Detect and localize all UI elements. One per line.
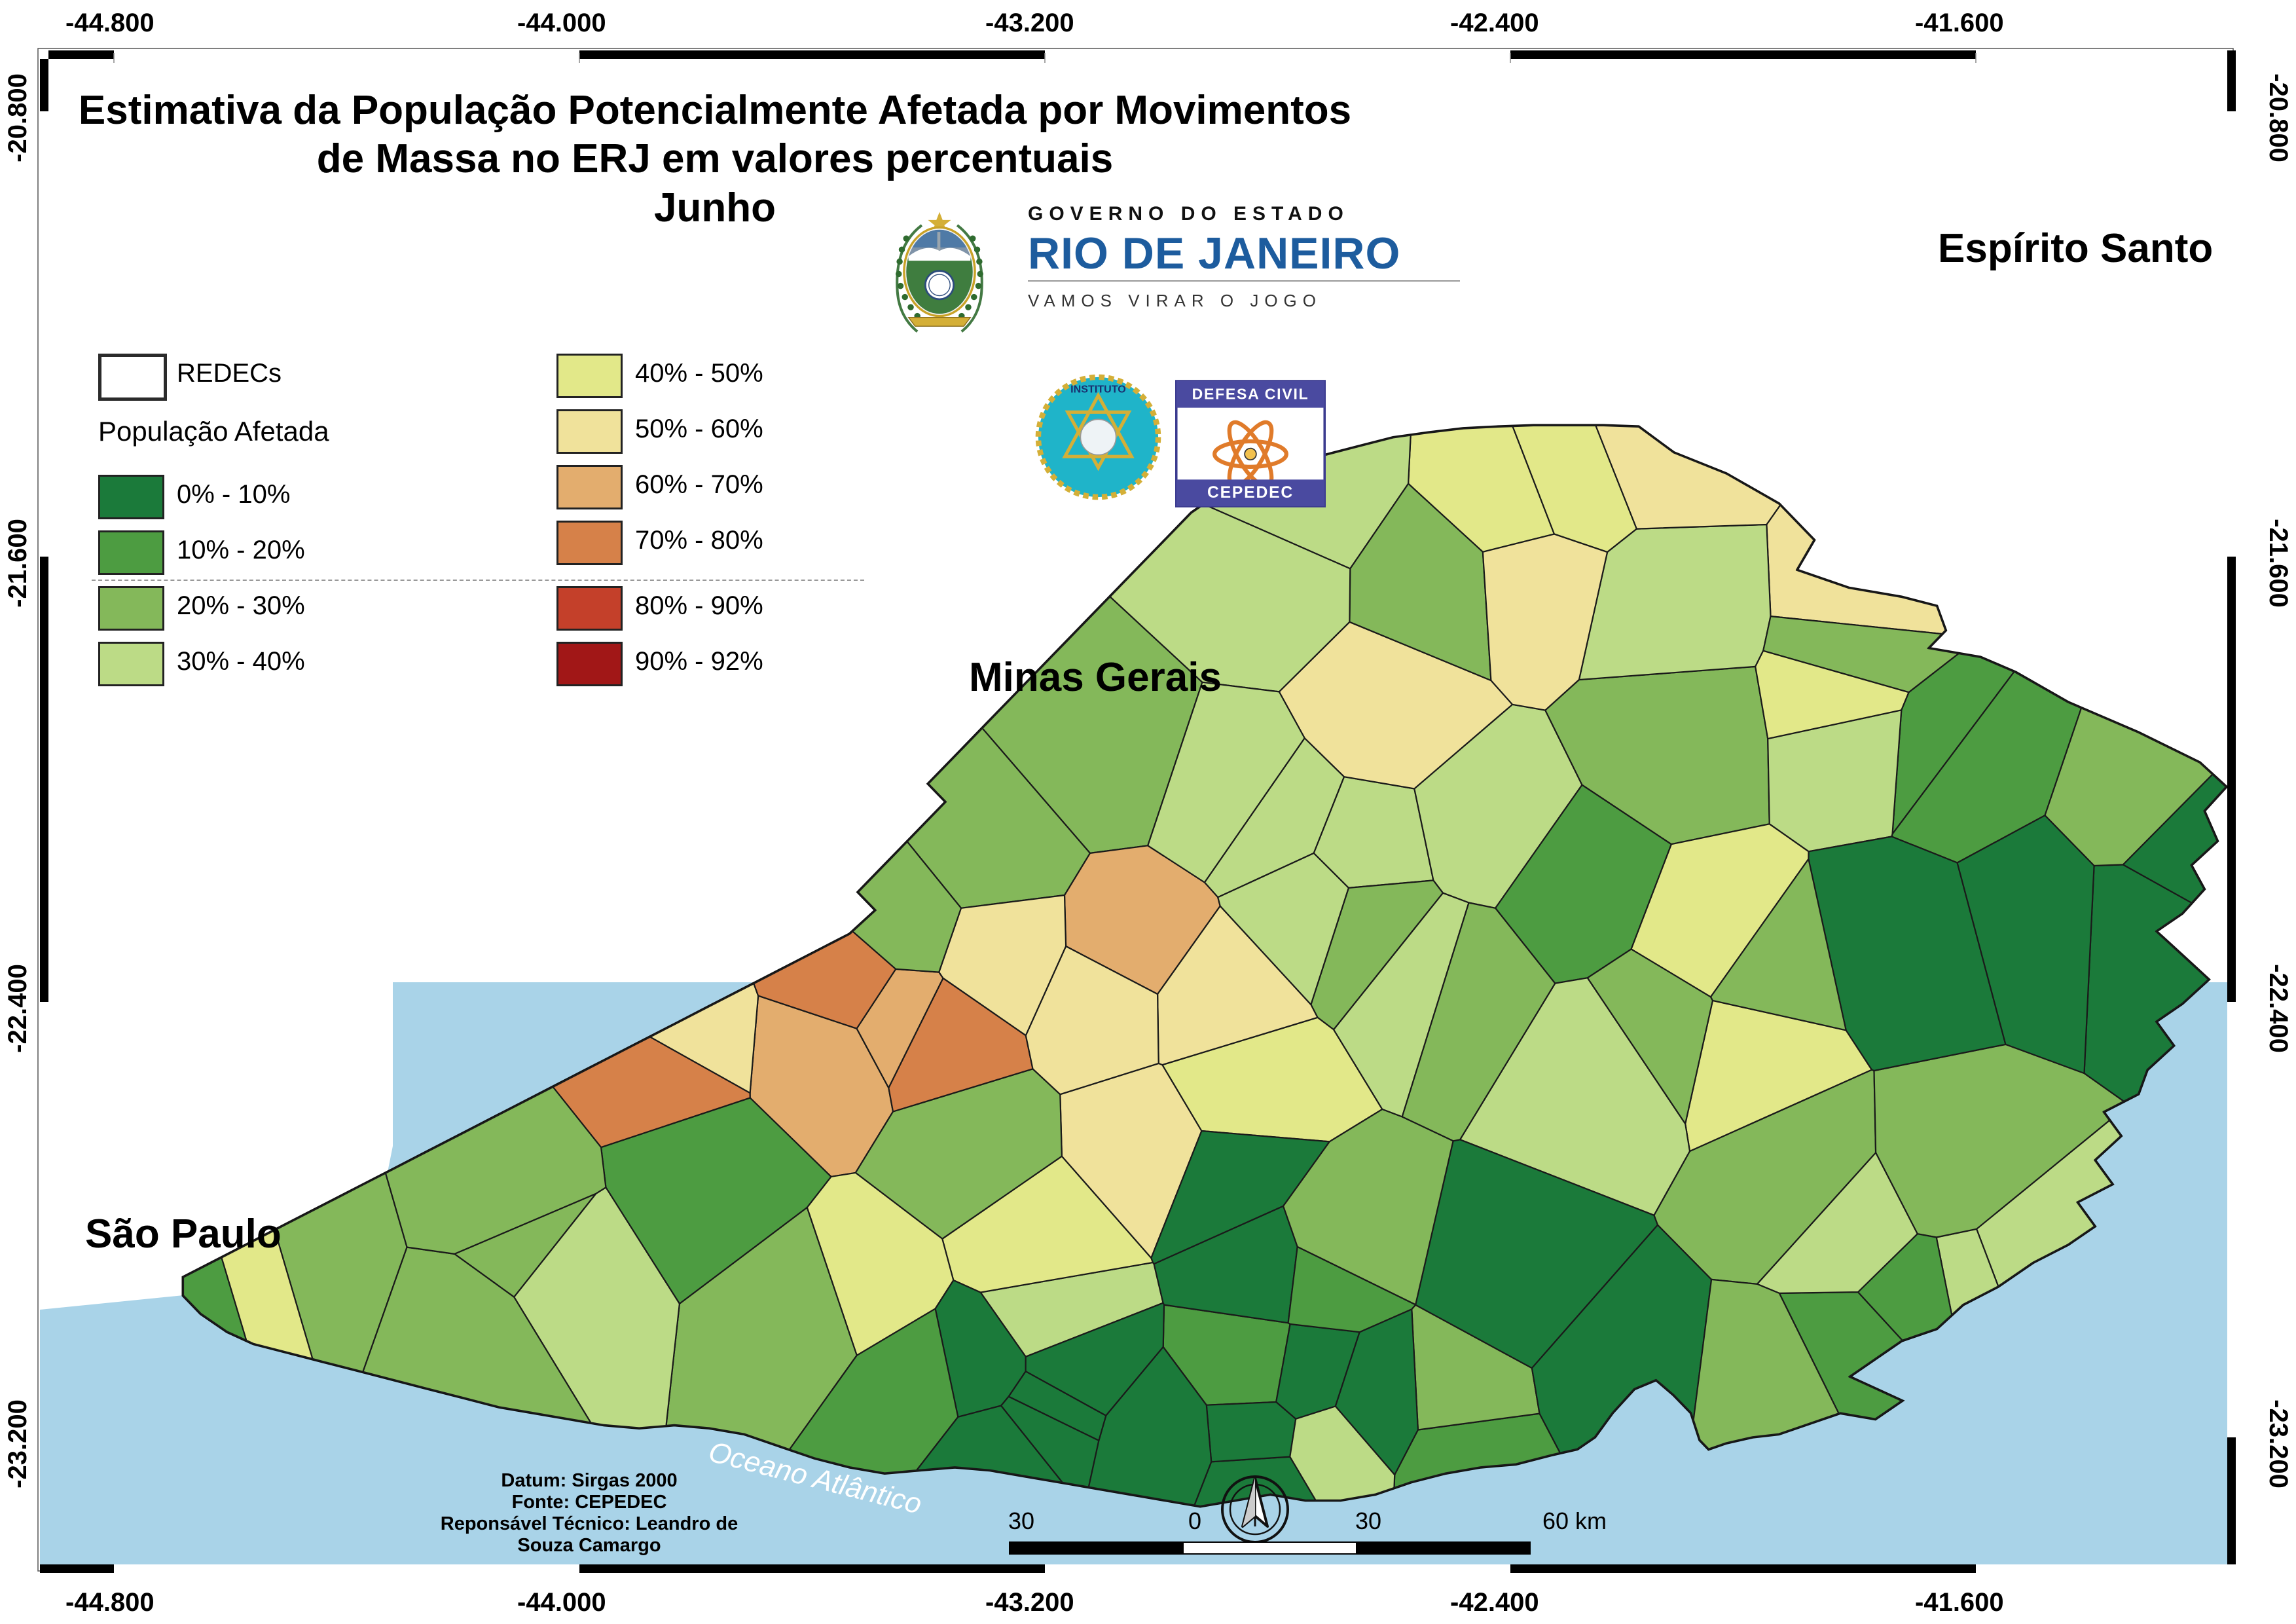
svg-text:DEFESA CIVIL: DEFESA CIVIL — [1192, 385, 1309, 402]
svg-text:Fonte: CEPEDEC: Fonte: CEPEDEC — [512, 1492, 667, 1513]
svg-text:São Paulo: São Paulo — [85, 1211, 282, 1257]
svg-text:60 km: 60 km — [1542, 1507, 1607, 1534]
svg-text:CEPEDEC: CEPEDEC — [1207, 484, 1294, 502]
svg-text:30: 30 — [1355, 1507, 1381, 1534]
svg-text:30: 30 — [1008, 1507, 1034, 1534]
svg-text:INSTITUTO: INSTITUTO — [1070, 384, 1126, 396]
svg-text:Souza Camargo: Souza Camargo — [517, 1535, 661, 1556]
svg-text:Datum: Sirgas 2000: Datum: Sirgas 2000 — [501, 1470, 677, 1491]
svg-text:Reponsável Técnico: Leandro de: Reponsável Técnico: Leandro de — [441, 1513, 738, 1534]
svg-text:0: 0 — [1188, 1507, 1201, 1534]
svg-text:Espírito Santo: Espírito Santo — [1938, 226, 2213, 271]
svg-text:Minas Gerais: Minas Gerais — [969, 655, 1222, 700]
